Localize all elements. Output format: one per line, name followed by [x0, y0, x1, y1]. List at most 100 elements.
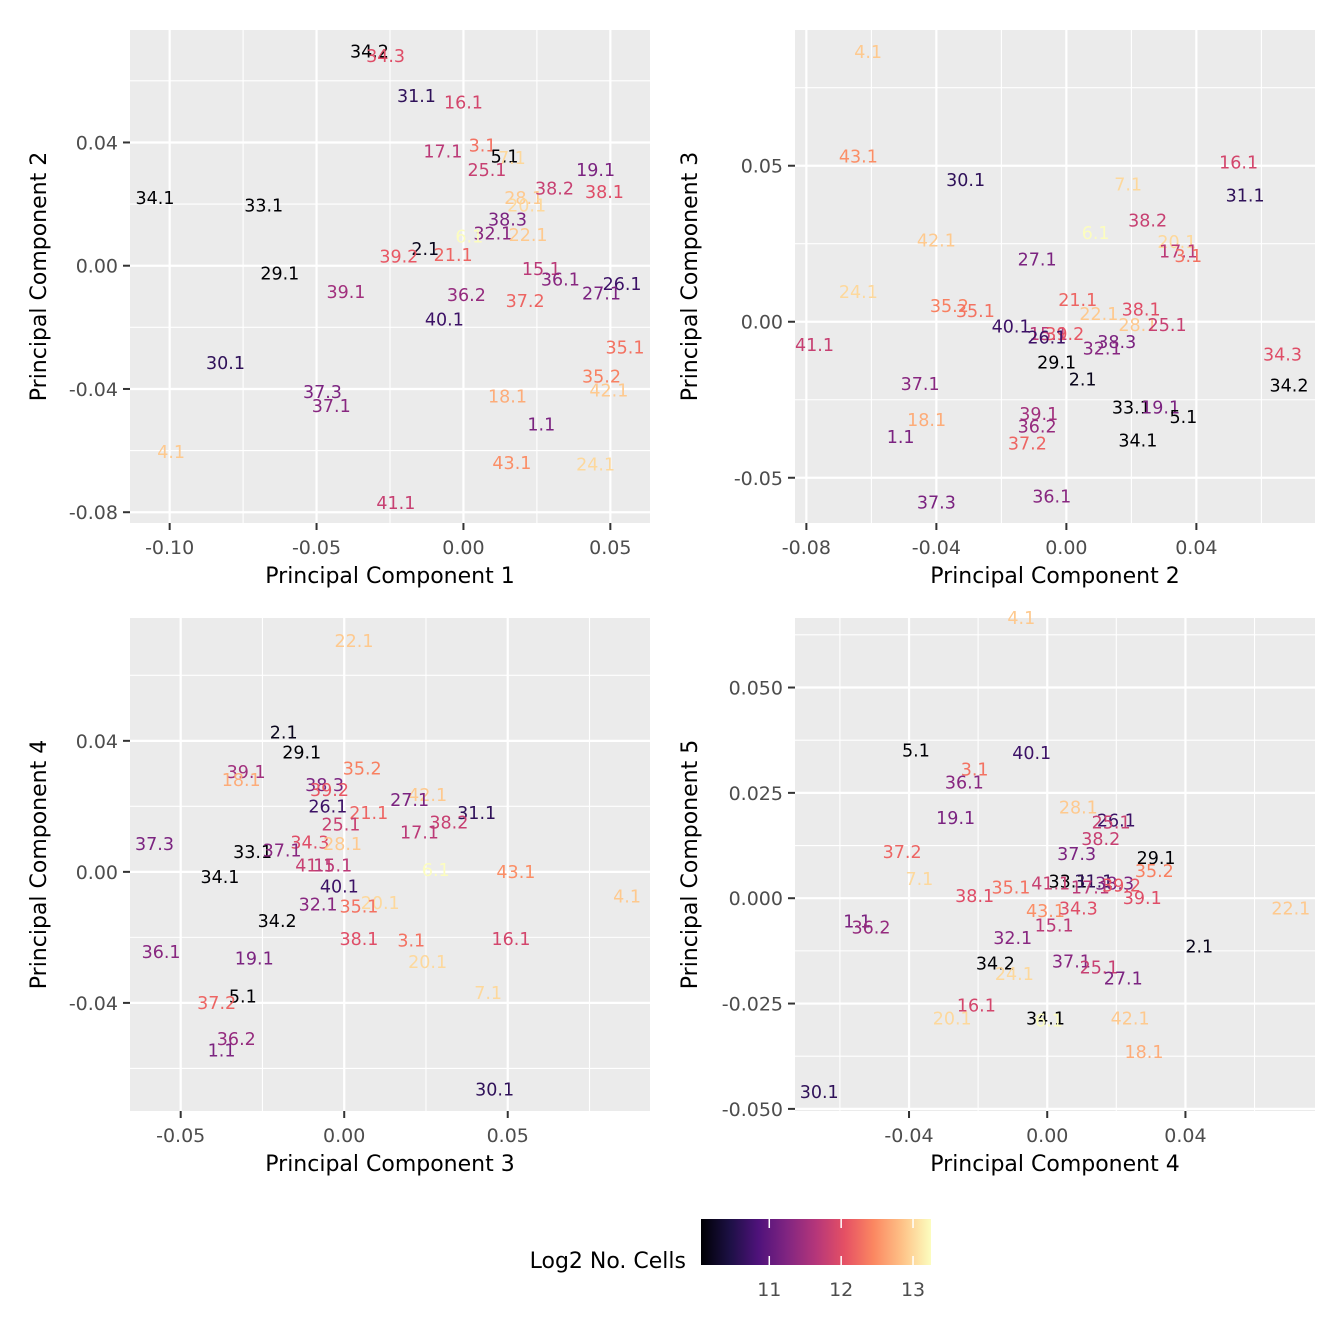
- point-label: 2.1: [270, 724, 298, 744]
- point-label: 39.2: [1102, 877, 1141, 897]
- point-label: 20.1: [507, 197, 546, 217]
- data-point-labels: 22.12.129.139.118.135.238.339.2 42.127.12…: [135, 632, 641, 1101]
- point-label: 37.2: [506, 292, 545, 312]
- point-label: 37.2: [1008, 434, 1047, 454]
- point-label: 20.1: [361, 894, 400, 914]
- point-label: 34.1: [135, 189, 174, 209]
- point-label: 41.1: [1031, 874, 1070, 894]
- point-label: 29.1: [260, 264, 299, 284]
- y-tick-label: 0.025: [729, 783, 783, 805]
- point-label: 43.1: [496, 863, 535, 883]
- point-label: 17.1: [400, 824, 439, 844]
- point-label: 42.1: [1111, 1009, 1150, 1029]
- point-label: 36.1: [541, 271, 580, 291]
- data-point-labels: 4.1 16.1 43.1 30.1 7.1 31.1 38.2 42.1 6.1 20.117.…: [795, 43, 1308, 514]
- y-tick-label: 0.050: [729, 678, 783, 700]
- gridlines: [795, 618, 1315, 1111]
- y-tick-label: -0.025: [722, 994, 783, 1016]
- point-label: 27.1: [582, 284, 621, 304]
- point-label: 20.1: [933, 1009, 972, 1029]
- point-label: 15.1: [1035, 917, 1074, 937]
- point-label: 2.1: [1069, 370, 1097, 390]
- point-label: 26.1: [1027, 328, 1066, 348]
- colorbar-title: Log2 No. Cells: [530, 1249, 686, 1274]
- axis-ticks: [788, 686, 1187, 1118]
- point-label: 1.1: [527, 415, 555, 435]
- point-label: 43.1: [839, 147, 878, 167]
- point-label: 5.1: [902, 742, 930, 762]
- point-label: 36.2: [1018, 417, 1057, 437]
- point-label: 39.2: [1045, 325, 1084, 345]
- point-label: 15.1: [522, 260, 561, 280]
- point-label: 4.1: [613, 887, 641, 907]
- x-axis-title: Principal Component 4: [930, 1152, 1179, 1177]
- axis-ticks: [123, 739, 509, 1118]
- point-label: 1.1: [208, 1041, 236, 1061]
- point-label: 28.1: [504, 189, 543, 209]
- point-label: 42.1: [589, 382, 628, 402]
- x-tick-label: 0.00: [1026, 1125, 1068, 1147]
- colorbar-ticks: 11 12 13: [757, 1219, 925, 1301]
- point-label: 42.1: [917, 232, 956, 252]
- y-tick-label: -0.08: [69, 502, 118, 524]
- x-tick-label: 0.00: [442, 537, 484, 559]
- point-label: 34.2: [976, 955, 1015, 975]
- point-label: 37.2: [197, 994, 236, 1014]
- y-tick-label: -0.05: [734, 468, 783, 490]
- point-label: 31.1: [1074, 872, 1113, 892]
- point-label: 37.3: [303, 383, 342, 403]
- point-label: 18.1: [222, 771, 261, 791]
- point-label: 3.1: [1174, 247, 1202, 267]
- point-label: 15.1: [313, 856, 352, 876]
- point-label: 36.1: [1032, 487, 1071, 507]
- point-label: 7.1: [474, 984, 502, 1004]
- point-label: 38.3: [1097, 333, 1136, 353]
- y-tick-label: 0.05: [741, 156, 783, 178]
- point-label: 2.1: [411, 240, 439, 260]
- y-axis-title: Principal Component 3: [678, 152, 703, 401]
- point-label: 40.1: [1012, 744, 1051, 764]
- point-label: 33.1: [233, 843, 272, 863]
- colorbar-tick-label: 12: [829, 1279, 853, 1301]
- point-label: 40.1: [320, 878, 359, 898]
- point-label: 38.2: [1081, 830, 1120, 850]
- point-label: 39.2: [379, 247, 418, 267]
- point-label: 7.1: [1114, 175, 1142, 195]
- point-label: 39.1: [227, 763, 266, 783]
- point-label: 35.1: [606, 338, 645, 358]
- point-label: 28.1: [1059, 799, 1098, 819]
- x-tick-label: 0.05: [589, 537, 631, 559]
- x-tick-label: 0.05: [487, 1125, 529, 1147]
- y-axis-title: Principal Component 4: [27, 740, 52, 989]
- point-label: 37.3: [135, 835, 174, 855]
- x-tick-label: -0.08: [782, 537, 831, 559]
- point-label: 39.1: [326, 283, 365, 303]
- y-tick-label: -0.04: [69, 993, 118, 1015]
- point-label: 28.1: [323, 835, 362, 855]
- point-label: 24.1: [839, 283, 878, 303]
- y-tick-label: -0.050: [722, 1099, 783, 1121]
- point-label: 38.2: [1128, 211, 1167, 231]
- point-label: 38.1: [585, 183, 624, 203]
- point-label: 2.1: [1185, 938, 1213, 958]
- point-label: 25.1: [1148, 316, 1187, 336]
- point-label: 28.1: [1118, 316, 1157, 336]
- colorbar-legend: Log2 No. Cells 11 12 13: [530, 1219, 931, 1301]
- point-label: 19.1: [936, 809, 975, 829]
- point-label: 34.2: [258, 912, 297, 932]
- point-label: 25.1: [321, 815, 360, 835]
- point-label: 20.1: [1157, 233, 1196, 253]
- point-label: 4.1: [157, 443, 185, 463]
- point-label: 5.1: [1169, 408, 1197, 428]
- point-label: 35.2: [930, 297, 969, 317]
- point-label: 34.1: [200, 868, 239, 888]
- point-label: 30.1: [206, 354, 245, 374]
- panel-pc1-vs-pc2: -0.10 -0.05 0.00 0.05 -0.08 -0.04 0.00 0.04 34.…: [27, 30, 650, 589]
- point-label: 41.1: [795, 336, 834, 356]
- panel-pc4-vs-pc5: -0.04 0.00 0.04 -0.050 -0.025 0.000 0.025 0.050…: [678, 609, 1315, 1177]
- point-label: 29.1: [282, 743, 321, 763]
- y-axis-title: Principal Component 5: [678, 740, 703, 989]
- x-tick-label: -0.05: [292, 537, 341, 559]
- point-label: 20.1: [408, 953, 447, 973]
- point-label: 16.1: [444, 93, 483, 113]
